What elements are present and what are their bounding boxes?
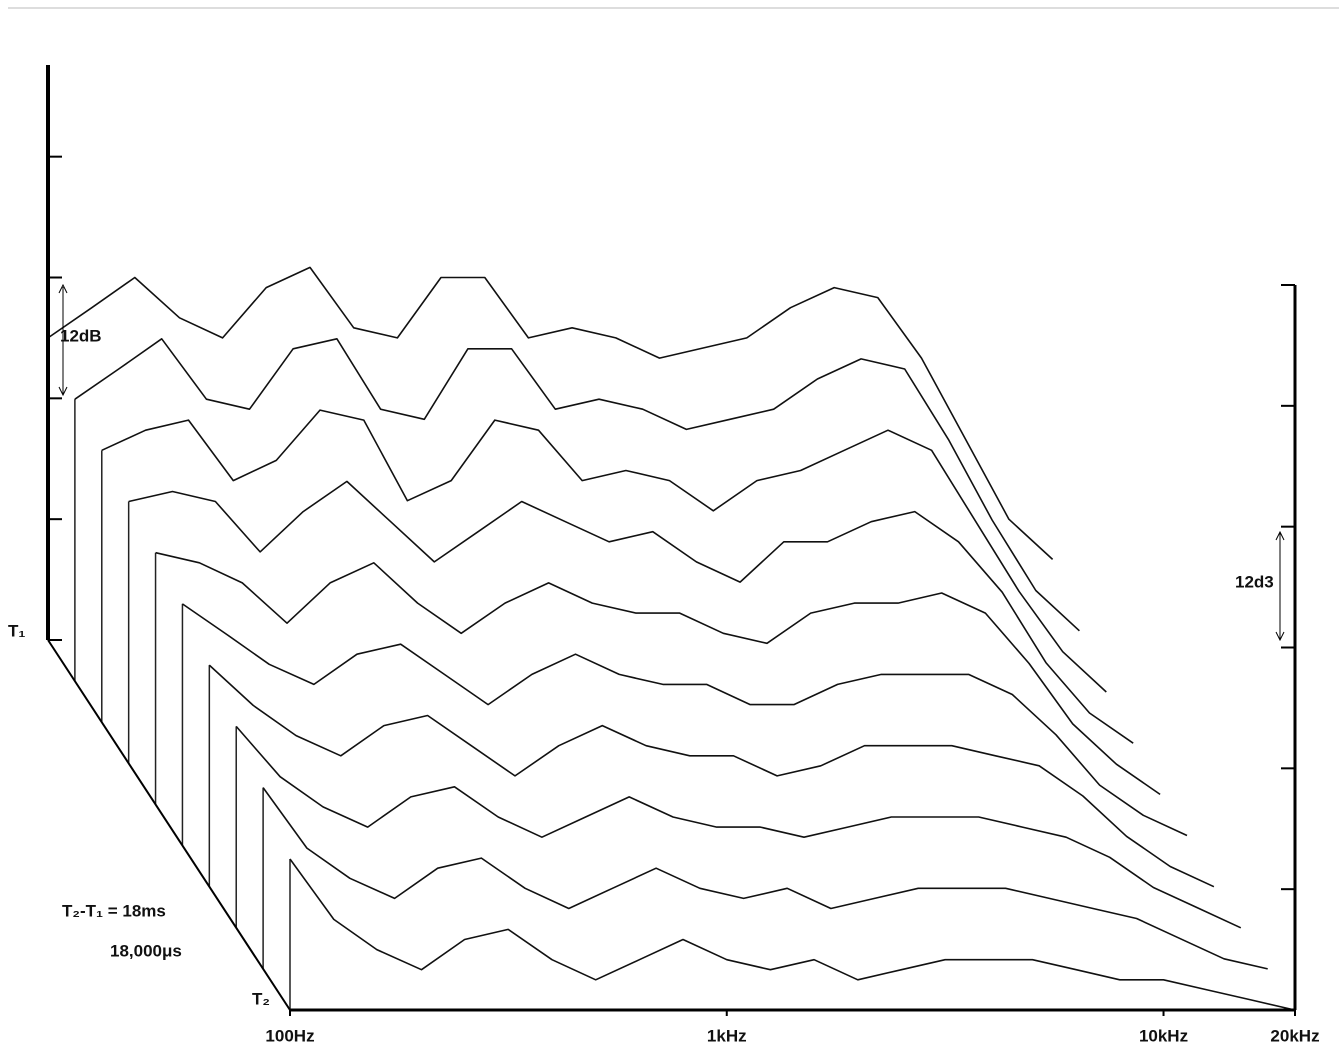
duration-label: 18,000μs [110, 941, 182, 960]
plot-area [47, 266, 1295, 1011]
decay-curve [289, 858, 1295, 1011]
decay-curve [262, 787, 1268, 970]
time-label: T₂ [252, 989, 270, 1008]
decay-curve [128, 480, 1134, 744]
decay-curve [101, 409, 1107, 693]
x-tick-label: 1kHz [707, 1026, 747, 1045]
decay-curve [47, 266, 1054, 560]
decay-curve [208, 664, 1215, 888]
time-label: T₁ [8, 621, 25, 640]
scale-arrow [1275, 530, 1285, 642]
x-tick-label: 20kHz [1270, 1026, 1319, 1045]
scale-label: 12d3 [1235, 572, 1274, 591]
time-axis [47, 639, 291, 1011]
slice-mask [263, 787, 1268, 969]
scale-label: 12dB [60, 326, 102, 345]
x-tick-label: 10kHz [1139, 1026, 1188, 1045]
decay-curve [155, 551, 1161, 796]
decay-curve [181, 603, 1188, 837]
scale-arrow [58, 283, 68, 397]
decay-curve [235, 725, 1242, 929]
slice-mask [290, 859, 1295, 1010]
decay-curve [74, 338, 1080, 632]
duration-label: T₂-T₁ = 18ms [62, 901, 166, 920]
x-tick-label: 100Hz [265, 1026, 314, 1045]
